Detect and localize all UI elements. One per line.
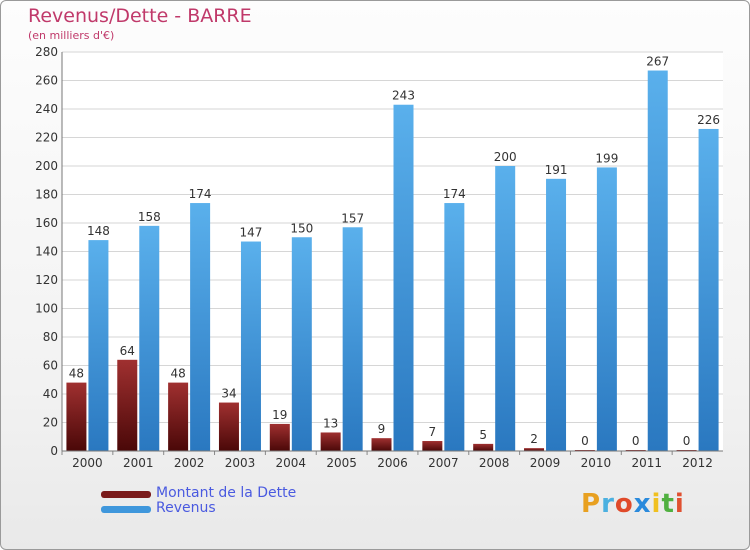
proxiti-logo: Proxiti — [581, 489, 685, 519]
bar-dette — [371, 438, 392, 451]
data-label-revenus: 191 — [545, 163, 568, 177]
logo-letter: x — [633, 489, 652, 519]
x-tick-label: 2001 — [123, 456, 154, 470]
bar-dette — [66, 382, 87, 451]
data-label-revenus: 199 — [595, 151, 618, 165]
x-tick-label: 2008 — [479, 456, 510, 470]
chart-subtitle: (en milliers d'€) — [28, 29, 115, 42]
bar-revenus — [190, 203, 211, 451]
y-tick-label: 240 — [35, 102, 58, 116]
y-tick-label: 60 — [43, 359, 58, 373]
data-label-revenus: 150 — [290, 221, 313, 235]
data-label-revenus: 243 — [392, 89, 415, 103]
data-label-dette: 19 — [272, 408, 287, 422]
data-label-dette: 48 — [170, 367, 185, 381]
data-label-dette: 9 — [378, 422, 386, 436]
data-label-revenus: 267 — [646, 55, 669, 69]
bar-revenus — [88, 240, 109, 451]
data-label-dette: 7 — [429, 425, 437, 439]
y-tick-label: 160 — [35, 216, 58, 230]
x-tick-label: 2003 — [225, 456, 256, 470]
data-label-dette: 64 — [120, 344, 135, 358]
x-tick-label: 2005 — [326, 456, 357, 470]
bar-revenus — [495, 166, 516, 451]
bar-revenus — [291, 237, 312, 451]
bar-dette — [524, 448, 545, 451]
legend-label-revenus: Revenus — [156, 500, 216, 516]
data-label-dette: 0 — [581, 434, 589, 448]
y-tick-label: 40 — [43, 387, 58, 401]
data-label-dette: 34 — [221, 387, 236, 401]
legend-swatch-dette — [101, 491, 151, 498]
bar-dette — [473, 443, 494, 451]
bar-revenus — [698, 128, 719, 451]
bar-dette — [320, 432, 341, 451]
x-tick-label: 2010 — [581, 456, 612, 470]
data-label-dette: 0 — [683, 434, 691, 448]
x-tick-label: 2006 — [377, 456, 408, 470]
data-label-revenus: 174 — [189, 187, 212, 201]
bar-revenus — [444, 203, 465, 451]
bar-dette — [218, 402, 239, 451]
bar-revenus — [393, 104, 414, 451]
bar-dette — [269, 423, 290, 451]
data-label-revenus: 226 — [697, 113, 720, 127]
y-tick-label: 260 — [35, 74, 58, 88]
data-label-dette: 2 — [530, 432, 538, 446]
y-tick-label: 280 — [35, 45, 58, 59]
bar-revenus — [647, 70, 668, 452]
y-tick-label: 140 — [35, 245, 58, 259]
x-tick-label: 2007 — [428, 456, 459, 470]
y-tick-label: 180 — [35, 188, 58, 202]
bar-dette — [422, 441, 443, 451]
data-label-revenus: 157 — [341, 211, 364, 225]
bar-dette — [117, 359, 138, 451]
logo-letter: r — [601, 489, 615, 519]
logo-letter: P — [581, 489, 602, 519]
x-tick-label: 2000 — [72, 456, 103, 470]
x-tick-label: 2004 — [276, 456, 307, 470]
data-label-revenus: 158 — [138, 210, 161, 224]
data-label-dette: 48 — [69, 367, 84, 381]
data-label-dette: 5 — [479, 428, 487, 442]
y-tick-label: 120 — [35, 273, 58, 287]
data-label-dette: 0 — [632, 434, 640, 448]
bar-revenus — [240, 241, 261, 451]
data-label-revenus: 174 — [443, 187, 466, 201]
y-tick-label: 0 — [50, 444, 58, 458]
data-label-revenus: 200 — [494, 150, 517, 164]
legend-label-dette: Montant de la Dette — [156, 485, 297, 501]
logo-letter: i — [674, 489, 685, 519]
y-tick-label: 80 — [43, 330, 58, 344]
logo-letter: o — [614, 489, 634, 519]
bar-dette — [168, 382, 189, 451]
data-label-dette: 13 — [323, 416, 338, 430]
x-tick-label: 2002 — [174, 456, 205, 470]
y-tick-label: 200 — [35, 159, 58, 173]
bar-revenus — [342, 227, 363, 451]
logo-letter: i — [651, 489, 662, 519]
chart-title: Revenus/Dette - BARRE — [28, 5, 252, 27]
x-tick-label: 2009 — [530, 456, 561, 470]
y-tick-label: 20 — [43, 416, 58, 430]
bar-revenus — [139, 225, 160, 451]
x-tick-label: 2011 — [631, 456, 662, 470]
logo-letter: t — [661, 489, 675, 519]
y-tick-label: 220 — [35, 131, 58, 145]
bar-revenus — [596, 167, 617, 452]
data-label-revenus: 148 — [87, 224, 110, 238]
y-tick-label: 100 — [35, 302, 58, 316]
legend-swatch-revenus — [101, 506, 151, 513]
x-tick-label: 2012 — [682, 456, 713, 470]
bar-revenus — [546, 178, 567, 451]
data-label-revenus: 147 — [240, 226, 263, 240]
